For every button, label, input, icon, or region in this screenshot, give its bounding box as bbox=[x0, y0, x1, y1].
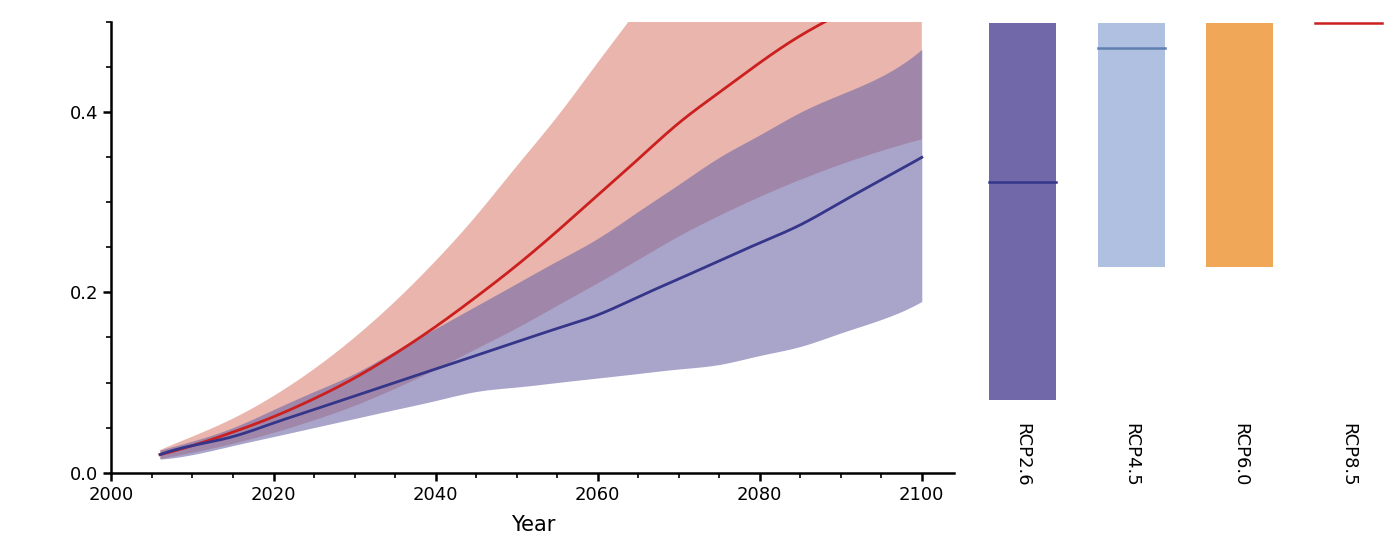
Text: RCP8.5: RCP8.5 bbox=[1340, 423, 1357, 486]
Text: RCP6.0: RCP6.0 bbox=[1231, 423, 1248, 486]
Text: RCP4.5: RCP4.5 bbox=[1123, 423, 1139, 486]
Text: RCP2.6: RCP2.6 bbox=[1014, 423, 1031, 486]
X-axis label: Year: Year bbox=[511, 515, 554, 535]
